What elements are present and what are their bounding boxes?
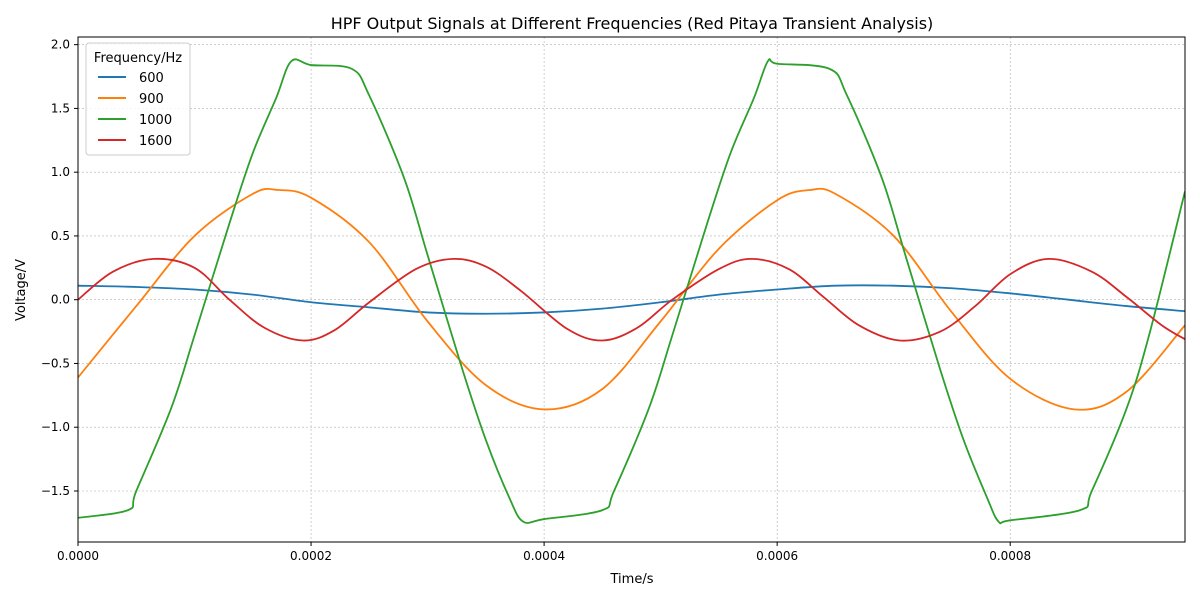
y-tick-label: 1.0 [51, 165, 70, 179]
series-line-900 [78, 187, 1185, 411]
y-tick-label: −0.5 [41, 356, 70, 370]
legend-title: Frequency/Hz [94, 51, 182, 66]
series-line-600 [78, 284, 1185, 315]
x-tick-label: 0.0008 [989, 549, 1031, 563]
legend-label: 1000 [139, 113, 172, 128]
y-tick-label: −1.0 [41, 420, 70, 434]
y-tick-label: 1.5 [51, 101, 70, 115]
series-line-1600 [78, 257, 1185, 342]
legend-box [85, 42, 191, 156]
plot-area: 0.0000 0.0002 0.0004 0.0006 0.0008 −1.5 −1.0 −0… [41, 36, 1186, 563]
y-tick-label: 0.0 [51, 293, 70, 307]
legend-label: 600 [139, 71, 164, 86]
series-group [78, 58, 1185, 525]
y-tick-label: −1.5 [41, 484, 70, 498]
y-tick-label: 2.0 [51, 38, 70, 52]
series-line-1000 [78, 58, 1185, 525]
x-tick-label: 0.0006 [756, 549, 798, 563]
x-tick-label: 0.0002 [290, 549, 332, 563]
chart-title: HPF Output Signals at Different Frequenc… [331, 14, 934, 33]
legend: Frequency/Hz 600 900 1000 1600 [85, 42, 191, 156]
x-tick-label: 0.0004 [523, 549, 565, 563]
legend-label: 900 [139, 92, 164, 107]
legend-label: 1600 [139, 134, 172, 149]
x-tick-label: 0.0000 [57, 549, 99, 563]
y-axis-label: Voltage/V [14, 259, 29, 321]
y-tick-label: 0.5 [51, 229, 70, 243]
axes-frame [77, 36, 1186, 543]
x-axis-label: Time/s [610, 572, 654, 587]
